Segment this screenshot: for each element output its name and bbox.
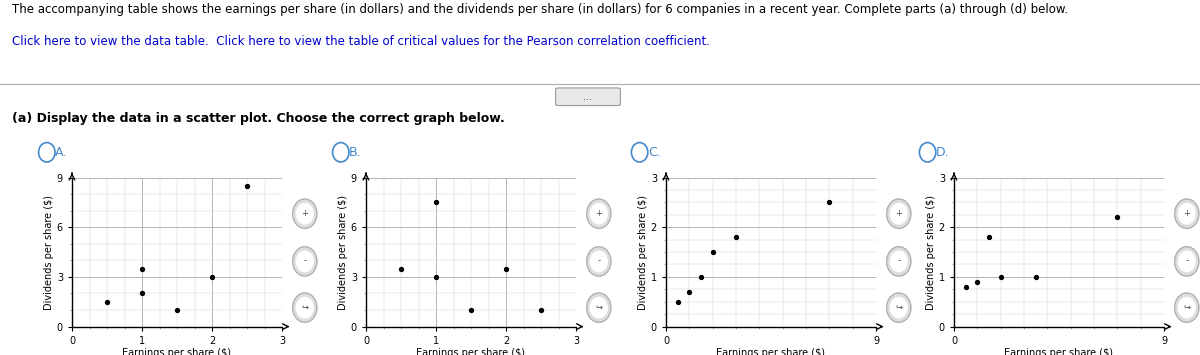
Point	[703, 249, 722, 255]
Text: -: -	[598, 256, 600, 265]
Text: ↪: ↪	[595, 302, 602, 311]
Text: B.: B.	[349, 146, 362, 159]
Point	[691, 274, 710, 280]
Circle shape	[887, 199, 911, 228]
Y-axis label: Dividends per share ($): Dividends per share ($)	[926, 195, 936, 310]
Y-axis label: Dividends per share ($): Dividends per share ($)	[338, 195, 348, 310]
Text: -: -	[304, 256, 306, 265]
Point	[956, 284, 976, 290]
Circle shape	[890, 251, 907, 272]
FancyBboxPatch shape	[556, 88, 620, 105]
Circle shape	[293, 293, 317, 322]
Circle shape	[890, 297, 907, 318]
Y-axis label: Dividends per share ($): Dividends per share ($)	[638, 195, 648, 310]
Text: C.: C.	[648, 146, 661, 159]
Point	[132, 266, 151, 272]
Point	[497, 266, 516, 272]
Text: D.: D.	[936, 146, 949, 159]
Point	[1026, 274, 1045, 280]
X-axis label: Earnings per share ($): Earnings per share ($)	[122, 348, 232, 355]
X-axis label: Earnings per share ($): Earnings per share ($)	[716, 348, 826, 355]
Point	[967, 279, 986, 285]
Text: ↪: ↪	[301, 302, 308, 311]
Text: +: +	[595, 209, 602, 218]
Circle shape	[590, 251, 607, 272]
Circle shape	[587, 293, 611, 322]
Point	[820, 200, 839, 205]
Text: Click here to view the data table.  Click here to view the table of critical val: Click here to view the data table. Click…	[12, 35, 710, 48]
X-axis label: Earnings per share ($): Earnings per share ($)	[1004, 348, 1114, 355]
Point	[238, 183, 257, 189]
Text: -: -	[1186, 256, 1188, 265]
Circle shape	[890, 203, 907, 224]
Text: ↪: ↪	[895, 302, 902, 311]
Text: (a) Display the data in a scatter plot. Choose the correct graph below.: (a) Display the data in a scatter plot. …	[12, 112, 505, 125]
Point	[461, 307, 480, 313]
Text: +: +	[1183, 209, 1190, 218]
Text: +: +	[301, 209, 308, 218]
Point	[532, 307, 551, 313]
Point	[979, 234, 998, 240]
Text: The accompanying table shows the earnings per share (in dollars) and the dividen: The accompanying table shows the earning…	[12, 3, 1068, 16]
Text: A.: A.	[55, 146, 67, 159]
Circle shape	[587, 247, 611, 276]
Circle shape	[887, 293, 911, 322]
Circle shape	[296, 297, 313, 318]
Circle shape	[1178, 297, 1195, 318]
Circle shape	[1178, 203, 1195, 224]
Text: -: -	[898, 256, 900, 265]
Point	[132, 291, 151, 296]
Point	[391, 266, 410, 272]
X-axis label: Earnings per share ($): Earnings per share ($)	[416, 348, 526, 355]
Circle shape	[293, 199, 317, 228]
Point	[679, 289, 698, 295]
Circle shape	[296, 203, 313, 224]
Point	[668, 299, 688, 305]
Point	[203, 274, 222, 280]
Text: +: +	[895, 209, 902, 218]
Point	[1108, 214, 1127, 220]
Circle shape	[296, 251, 313, 272]
Text: ...: ...	[583, 92, 593, 102]
Circle shape	[587, 199, 611, 228]
Point	[426, 200, 445, 205]
Point	[726, 234, 745, 240]
Circle shape	[1175, 247, 1199, 276]
Circle shape	[1175, 199, 1199, 228]
Circle shape	[293, 247, 317, 276]
Text: ↪: ↪	[1183, 302, 1190, 311]
Circle shape	[1175, 293, 1199, 322]
Circle shape	[590, 203, 607, 224]
Circle shape	[887, 247, 911, 276]
Circle shape	[1178, 251, 1195, 272]
Point	[426, 274, 445, 280]
Point	[97, 299, 116, 305]
Circle shape	[590, 297, 607, 318]
Y-axis label: Dividends per share ($): Dividends per share ($)	[44, 195, 54, 310]
Point	[168, 307, 187, 313]
Point	[991, 274, 1010, 280]
